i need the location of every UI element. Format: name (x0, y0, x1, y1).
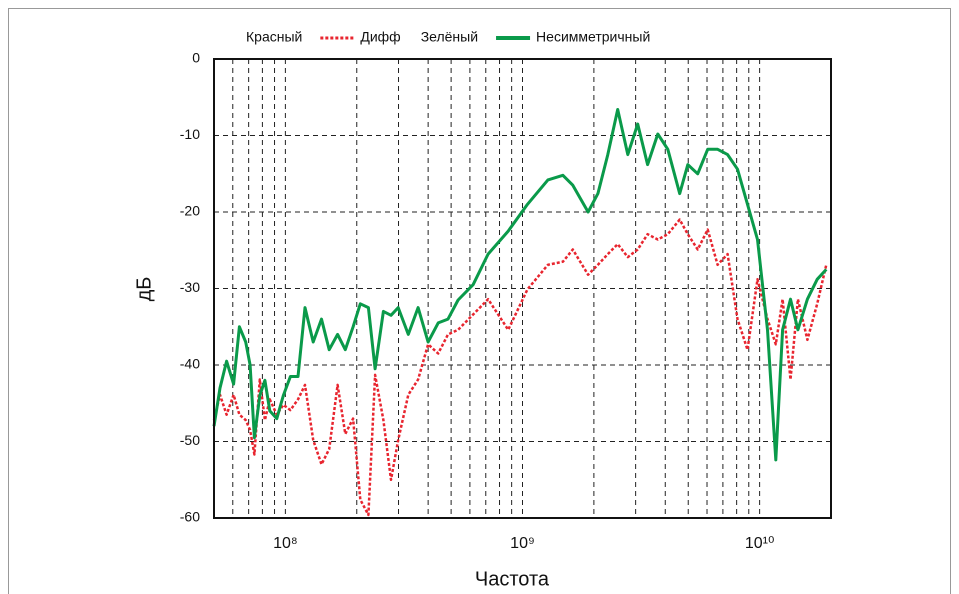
legend-color-name: Красный (246, 29, 302, 45)
y-tick-label: -50 (180, 432, 200, 448)
legend-color-name: Зелёный (421, 29, 478, 45)
legend-label: Несимметричный (536, 29, 650, 45)
y-tick-label: -60 (180, 509, 200, 525)
y-tick-label: -40 (180, 356, 200, 372)
series-line (212, 218, 828, 517)
frame (8, 8, 951, 594)
x-tick-label: 10⁸ (273, 535, 298, 552)
y-tick-label: 0 (192, 50, 200, 66)
y-tick-label: -20 (180, 203, 200, 219)
x-tick-label: 10⁹ (510, 535, 535, 552)
x-axis-label: Частота (475, 568, 550, 590)
y-axis-label: дБ (133, 277, 155, 302)
plot-border (213, 58, 832, 519)
x-tick-label: 10¹⁰ (745, 535, 775, 552)
series-line (212, 108, 828, 462)
y-tick-label: -30 (180, 279, 200, 295)
legend-label: Дифф (360, 29, 400, 45)
y-tick-label: -10 (180, 126, 200, 142)
